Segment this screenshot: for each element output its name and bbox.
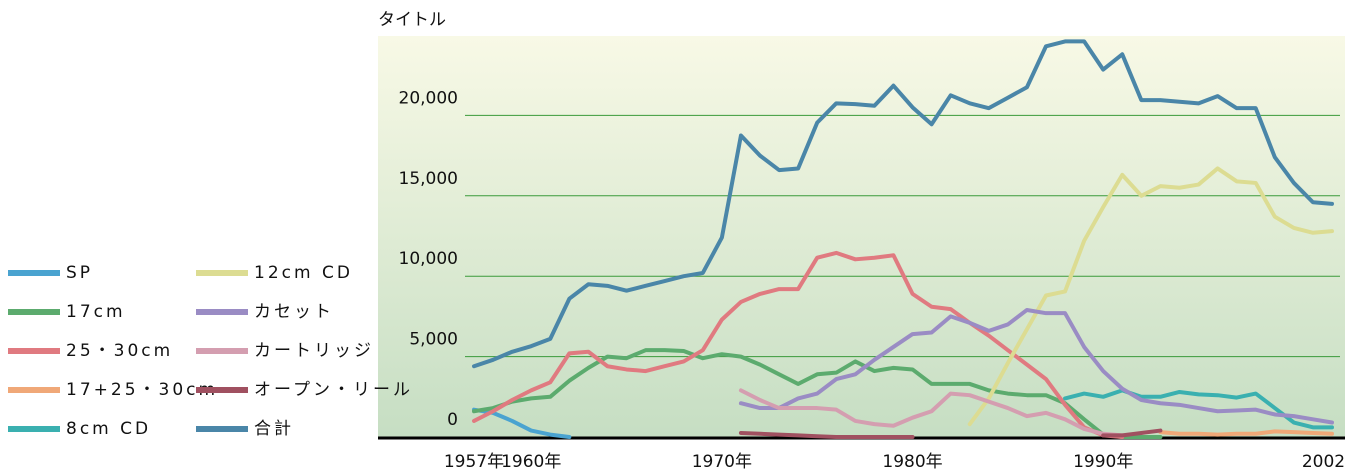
legend-label: 12cm CD — [254, 263, 353, 283]
y-tick-label: 20,000 — [399, 88, 458, 108]
x-tick-label: 1980年 — [882, 452, 942, 472]
legend-label: カセット — [254, 302, 334, 322]
legend-label: 25・30cm — [66, 341, 173, 361]
series-line — [967, 166, 1334, 427]
legend-label: 合計 — [254, 419, 294, 439]
x-tick-label: 1990年 — [1073, 452, 1133, 472]
series-line — [1158, 429, 1334, 437]
series-line — [472, 348, 1163, 439]
y-tick-label: 15,000 — [399, 169, 458, 189]
x-tick-label: 1957年 — [444, 452, 504, 472]
series-line — [1063, 388, 1334, 430]
legend-label: SP — [66, 263, 93, 283]
x-tick-label: 1970年 — [692, 452, 752, 472]
y-tick-label: 0 — [447, 410, 458, 430]
legend-label: 8cm CD — [66, 419, 151, 439]
series-line — [738, 307, 1334, 425]
legend-label: オープン・リール — [254, 380, 413, 400]
x-tick-label: 1960年 — [501, 452, 561, 472]
series-line — [738, 428, 1163, 439]
y-axis-label: タイトル — [378, 10, 446, 30]
series-line — [738, 388, 1125, 438]
legend-label: 17cm — [66, 302, 126, 322]
y-tick-label: 5,000 — [409, 330, 458, 350]
y-tick-label: 10,000 — [399, 249, 458, 269]
x-tick-label: 2002年 — [1302, 452, 1345, 472]
plot-background — [378, 36, 1345, 437]
legend-label: カートリッジ — [254, 341, 374, 361]
legend-label: 17+25・30cm — [66, 380, 218, 400]
series-line — [472, 39, 1334, 369]
